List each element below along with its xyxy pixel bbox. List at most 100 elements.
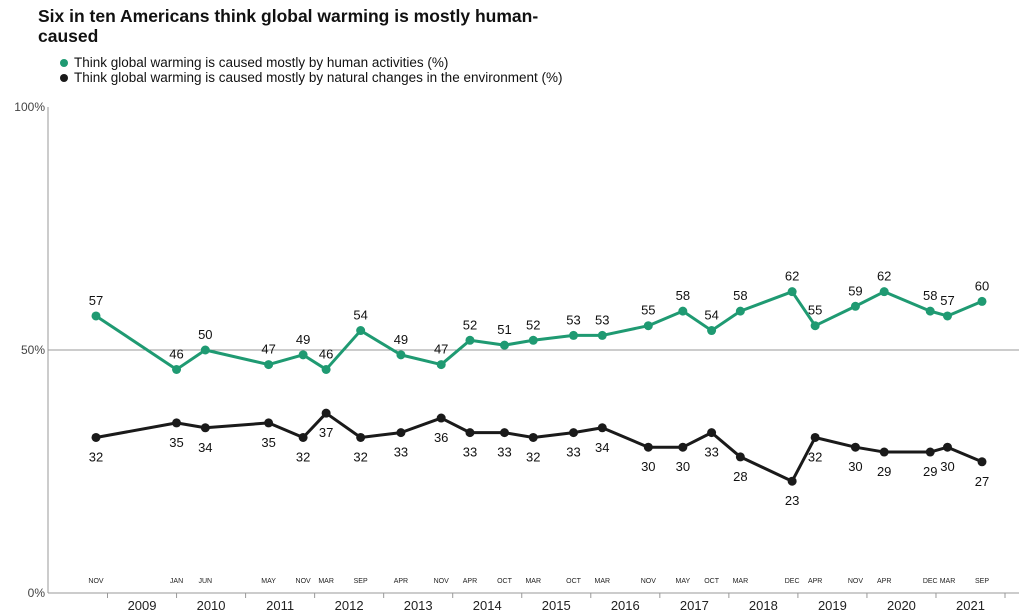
data-label: 57 <box>940 293 954 308</box>
data-point <box>925 447 935 457</box>
data-point <box>597 330 607 340</box>
data-label: 53 <box>566 312 580 327</box>
data-point <box>707 428 717 438</box>
data-label: 29 <box>923 464 937 479</box>
data-point <box>436 360 446 370</box>
data-point <box>678 306 688 316</box>
legend-swatch-natural <box>60 73 68 82</box>
data-label: 35 <box>169 435 183 450</box>
survey-month-label: MAR <box>595 578 611 585</box>
survey-month-label: MAR <box>733 578 749 585</box>
x-tick-label: 2013 <box>404 598 433 613</box>
survey-month-label: MAR <box>525 578 541 585</box>
data-point <box>396 428 406 438</box>
data-point <box>569 330 579 340</box>
survey-month-label: APR <box>877 578 891 585</box>
data-label: 52 <box>526 317 540 332</box>
data-point <box>91 311 101 321</box>
data-point <box>810 321 820 331</box>
data-label: 58 <box>923 288 937 303</box>
data-label: 60 <box>975 278 989 293</box>
data-point <box>850 301 860 311</box>
data-label: 58 <box>733 288 747 303</box>
data-label: 54 <box>353 308 367 323</box>
data-point <box>643 321 653 331</box>
data-point <box>925 306 935 316</box>
data-point <box>298 350 308 360</box>
data-label: 57 <box>89 293 103 308</box>
data-label: 29 <box>877 464 891 479</box>
data-label: 47 <box>261 342 275 357</box>
survey-month-label: MAY <box>261 578 276 585</box>
legend: Think global warming is caused mostly by… <box>60 55 563 85</box>
y-tick-label: 0% <box>28 586 46 600</box>
survey-month-label: MAR <box>318 578 334 585</box>
data-label: 33 <box>566 445 580 460</box>
data-label: 47 <box>434 342 448 357</box>
x-tick-label: 2017 <box>680 598 709 613</box>
survey-month-label: OCT <box>566 578 582 585</box>
x-tick-label: 2011 <box>266 598 294 613</box>
data-point <box>879 287 889 297</box>
data-point <box>200 423 210 433</box>
data-point <box>643 442 653 452</box>
data-label: 35 <box>261 435 275 450</box>
survey-month-label: JAN <box>170 578 183 585</box>
data-label: 53 <box>595 312 609 327</box>
survey-month-label: NOV <box>641 578 657 585</box>
data-label: 46 <box>169 346 183 361</box>
survey-month-label: MAY <box>676 578 691 585</box>
data-label: 37 <box>319 425 333 440</box>
data-point <box>787 476 797 486</box>
data-point <box>91 432 101 442</box>
data-label: 62 <box>877 269 891 284</box>
data-point <box>735 306 745 316</box>
data-label: 30 <box>676 459 690 474</box>
data-point <box>850 442 860 452</box>
survey-month-label: APR <box>808 578 822 585</box>
data-point <box>499 428 509 438</box>
data-label: 32 <box>808 449 822 464</box>
data-point <box>356 432 366 442</box>
data-point <box>942 311 952 321</box>
survey-month-label: DEC <box>923 578 938 585</box>
survey-month-label: MAR <box>940 578 956 585</box>
data-label: 33 <box>704 445 718 460</box>
data-point <box>465 335 475 345</box>
survey-month-label: NOV <box>296 578 312 585</box>
legend-label-human: Think global warming is caused mostly by… <box>74 55 449 70</box>
y-tick-label: 50% <box>21 343 45 357</box>
data-label: 32 <box>296 449 310 464</box>
data-label: 33 <box>394 445 408 460</box>
data-point <box>172 418 182 428</box>
data-point <box>298 432 308 442</box>
legend-item-human: Think global warming is caused mostly by… <box>60 55 563 70</box>
data-point <box>707 326 717 336</box>
x-tick-label: 2019 <box>818 598 847 613</box>
survey-month-label: DEC <box>785 578 800 585</box>
data-label: 62 <box>785 269 799 284</box>
x-tick-label: 2016 <box>611 598 640 613</box>
x-tick-label: 2020 <box>887 598 916 613</box>
data-point <box>499 340 509 350</box>
data-label: 51 <box>497 322 511 337</box>
survey-month-label: APR <box>394 578 408 585</box>
x-tick-label: 2014 <box>473 598 502 613</box>
x-tick-label: 2012 <box>335 598 364 613</box>
data-point <box>200 345 210 355</box>
data-point <box>264 418 274 428</box>
data-point <box>528 432 538 442</box>
y-tick-label: 100% <box>14 100 45 114</box>
data-point <box>321 364 331 374</box>
x-tick-label: 2021 <box>956 598 985 613</box>
data-point <box>172 364 182 374</box>
x-tick-label: 2009 <box>128 598 157 613</box>
data-point <box>465 428 475 438</box>
data-point <box>396 350 406 360</box>
data-label: 23 <box>785 493 799 508</box>
survey-month-label: OCT <box>704 578 720 585</box>
data-label: 54 <box>704 308 718 323</box>
data-label: 33 <box>497 445 511 460</box>
data-label: 34 <box>595 440 609 455</box>
data-label: 46 <box>319 346 333 361</box>
